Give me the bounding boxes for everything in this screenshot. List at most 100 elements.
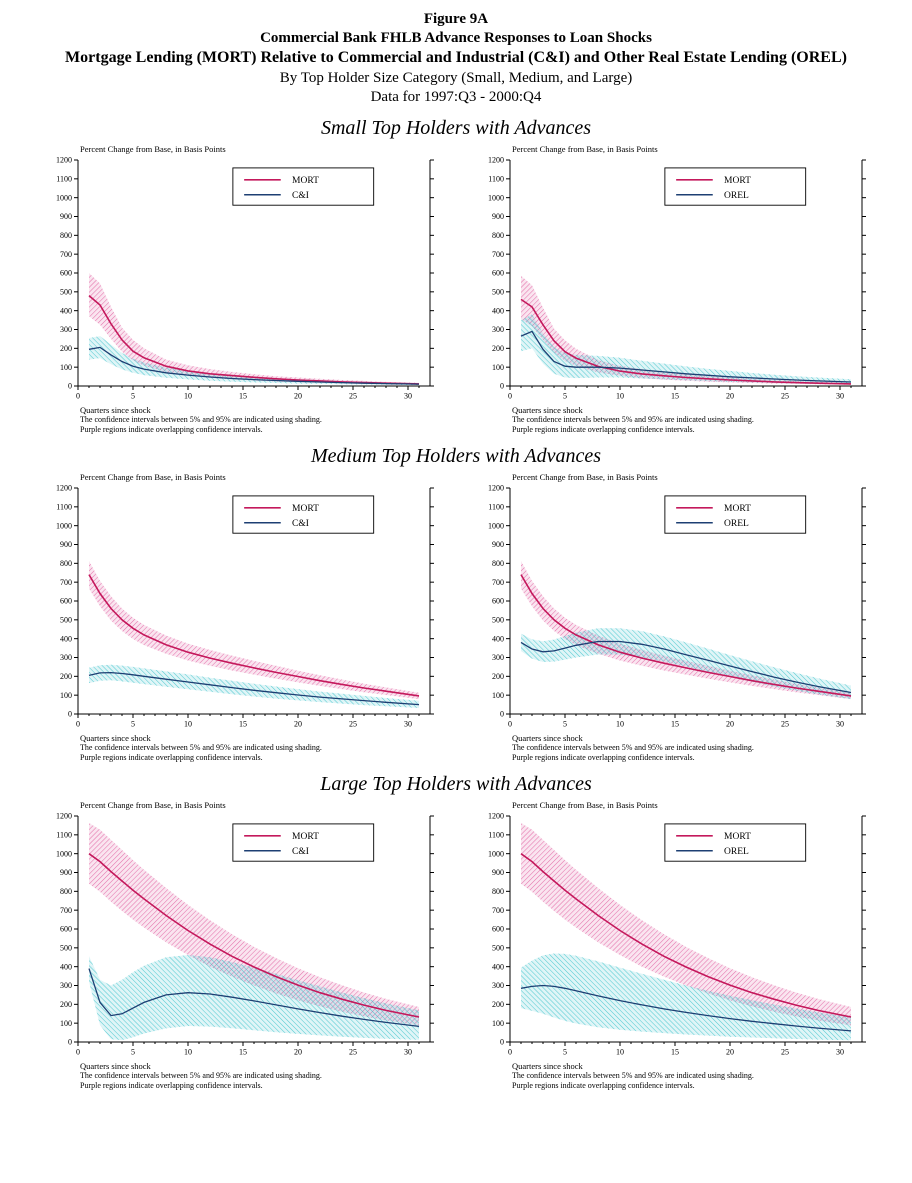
y-tick-label: 500	[60, 944, 72, 953]
section-large: Large Top Holders with Advances Percent …	[0, 773, 912, 1091]
y-tick-label: 700	[60, 578, 72, 587]
legend-label: OREL	[724, 519, 749, 529]
x-tick-label: 10	[184, 1048, 192, 1057]
mort-line	[88, 295, 420, 385]
legend-label: C&I	[292, 847, 309, 857]
y-tick-label: 300	[492, 325, 504, 334]
y-tick-label: 100	[60, 691, 72, 700]
y-tick-label: 400	[492, 962, 504, 971]
charts-row-large: Percent Change from Base, in Basis Point…	[0, 800, 912, 1091]
x-tick-label: 20	[726, 1048, 734, 1057]
y-tick-label: 400	[492, 634, 504, 643]
x-tick-label: 0	[76, 720, 80, 729]
footnote-shading: The confidence intervals between 5% and …	[512, 415, 754, 425]
y-tick-label: 100	[60, 1019, 72, 1028]
y-tick-label: 1200	[56, 156, 72, 165]
mort-line	[520, 574, 852, 697]
x-tick-label: 20	[726, 392, 734, 401]
figure-subtitle: Mortgage Lending (MORT) Relative to Comm…	[65, 49, 847, 67]
mort-line	[520, 298, 852, 385]
legend-box	[232, 823, 375, 862]
x-axis-title: Quarters since shock	[80, 405, 151, 416]
other-line	[88, 346, 420, 385]
y-tick-label: 800	[60, 231, 72, 240]
x-tick-label: 10	[616, 392, 624, 401]
y-tick-label: 500	[492, 944, 504, 953]
mort-confidence-hatch	[521, 561, 851, 700]
y-tick-label: 800	[492, 231, 504, 240]
plot-area: 0 100 200 300 400 500 600 700 800 900 1000 1100 1200…	[470, 155, 874, 405]
y-tick-label: 1000	[488, 193, 504, 202]
legend-label: C&I	[292, 519, 309, 529]
legend-label: OREL	[724, 191, 749, 201]
x-tick-label: 15	[239, 392, 247, 401]
chart-large-mort-ci: Percent Change from Base, in Basis Point…	[38, 800, 442, 1091]
y-tick-label: 900	[492, 212, 504, 221]
y-tick-label: 1200	[488, 812, 504, 821]
y-tick-label: 1000	[488, 849, 504, 858]
x-axis-title: Quarters since shock	[80, 1061, 151, 1072]
footnote-shading: The confidence intervals between 5% and …	[512, 743, 754, 753]
y-tick-label: 1000	[56, 849, 72, 858]
x-tick-label: 0	[508, 392, 512, 401]
x-tick-label: 25	[349, 720, 357, 729]
y-tick-label: 600	[492, 269, 504, 278]
chart-svg: 0100200300400500600700800900100011001200…	[56, 484, 434, 729]
plot-area: 0 100 200 300 400 500 600 700 800 900 1000 1100 1200…	[38, 483, 442, 733]
y-tick-label: 0	[500, 1038, 504, 1047]
y-tick-label: 300	[60, 981, 72, 990]
y-tick-label: 100	[492, 1019, 504, 1028]
legend-label: MORT	[292, 176, 319, 186]
chart-svg: 0100200300400500600700800900100011001200…	[488, 484, 866, 729]
legend-label: MORT	[724, 504, 751, 514]
footnote-overlap: Purple regions indicate overlapping conf…	[512, 1081, 695, 1091]
x-tick-label: 25	[781, 720, 789, 729]
y-tick-label: 1100	[56, 175, 72, 184]
x-tick-label: 10	[184, 392, 192, 401]
x-tick-label: 5	[563, 392, 567, 401]
footnote-shading: The confidence intervals between 5% and …	[80, 743, 322, 753]
section-title-large: Large Top Holders with Advances	[320, 773, 592, 796]
y-tick-label: 500	[492, 288, 504, 297]
x-tick-label: 0	[508, 720, 512, 729]
y-tick-label: 300	[60, 325, 72, 334]
x-tick-label: 20	[294, 1048, 302, 1057]
x-axis-title: Quarters since shock	[512, 405, 583, 416]
y-tick-label: 900	[492, 868, 504, 877]
x-axis-title: Quarters since shock	[80, 733, 151, 744]
y-axis-title: Percent Change from Base, in Basis Point…	[80, 472, 226, 483]
y-tick-label: 0	[68, 1038, 72, 1047]
x-tick-label: 0	[76, 1048, 80, 1057]
chart-svg: 0100200300400500600700800900100011001200…	[56, 812, 434, 1057]
y-tick-label: 200	[60, 672, 72, 681]
y-tick-label: 700	[60, 250, 72, 259]
charts-row-small: Percent Change from Base, in Basis Point…	[0, 144, 912, 435]
y-tick-label: 800	[60, 887, 72, 896]
y-axis-title: Percent Change from Base, in Basis Point…	[80, 800, 226, 811]
other-line	[520, 985, 852, 1032]
footnote-shading: The confidence intervals between 5% and …	[80, 1071, 322, 1081]
section-small: Small Top Holders with Advances Percent …	[0, 117, 912, 435]
x-tick-label: 25	[349, 392, 357, 401]
y-tick-label: 700	[492, 906, 504, 915]
x-tick-label: 10	[616, 720, 624, 729]
y-tick-label: 200	[60, 1000, 72, 1009]
x-tick-label: 15	[671, 1048, 679, 1057]
y-tick-label: 400	[492, 306, 504, 315]
plot-area: 0 100 200 300 400 500 600 700 800 900 1000 1100 1200…	[470, 483, 874, 733]
mort-confidence-hatch	[521, 823, 851, 1026]
y-tick-label: 400	[60, 306, 72, 315]
y-tick-label: 1100	[488, 503, 504, 512]
y-tick-label: 200	[492, 1000, 504, 1009]
legend-label: MORT	[724, 176, 751, 186]
y-tick-label: 1000	[488, 521, 504, 530]
y-tick-label: 700	[492, 578, 504, 587]
y-tick-label: 1000	[56, 521, 72, 530]
legend-label: OREL	[724, 847, 749, 857]
y-tick-label: 300	[492, 653, 504, 662]
x-tick-label: 5	[131, 1048, 135, 1057]
section-title-medium: Medium Top Holders with Advances	[311, 445, 601, 468]
y-tick-label: 400	[60, 962, 72, 971]
footnote-overlap: Purple regions indicate overlapping conf…	[512, 425, 695, 435]
y-tick-label: 1200	[56, 484, 72, 493]
